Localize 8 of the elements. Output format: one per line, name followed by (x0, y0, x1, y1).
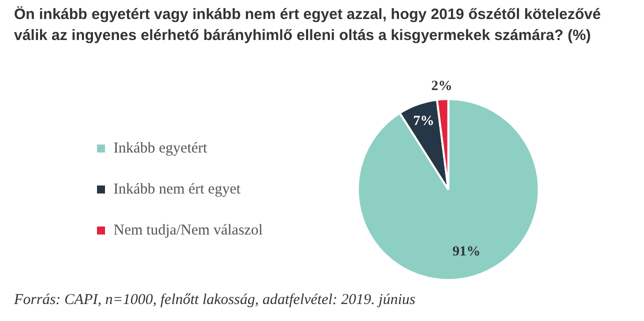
data-label: 7% (413, 114, 434, 129)
chart-title: Ön inkább egyetért vagy inkább nem ért egyet azzal, hogy 2019 őszétől kötelezővé válik az ingyenes elérhető bárányhimlő elleni oltás a kisgyermekek számára? (%) (14, 5, 602, 46)
legend-label: Inkább nem ért egyet (114, 181, 242, 198)
legend-label: Nem tudja/Nem válaszol (114, 222, 263, 238)
data-label: 91% (452, 244, 480, 260)
legend-label: Inkább egyetért (114, 140, 208, 156)
data-label: 2% (431, 78, 452, 94)
text: Forrás: CAPI, n=1000, felnőtt lakosság, adatfelvétel: 2019. június (14, 292, 416, 309)
